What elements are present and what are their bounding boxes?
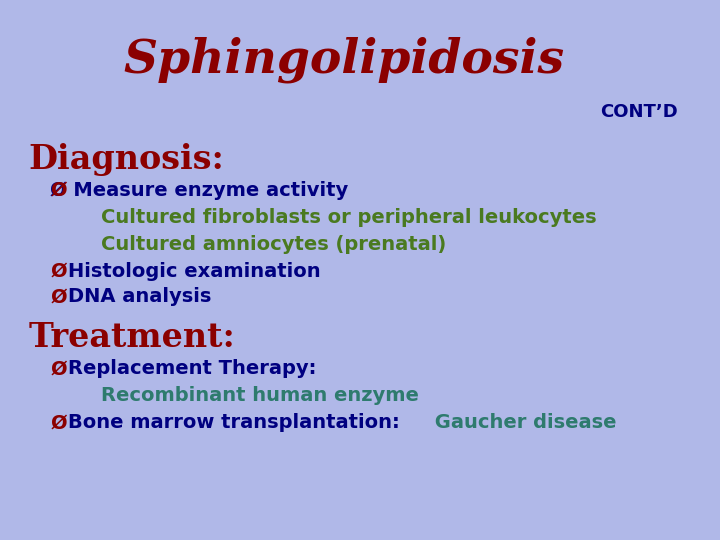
Text: Gaucher disease: Gaucher disease bbox=[428, 413, 617, 432]
Text: Bone marrow transplantation:: Bone marrow transplantation: bbox=[68, 413, 400, 432]
Text: Cultured fibroblasts or peripheral leukocytes: Cultured fibroblasts or peripheral leuko… bbox=[101, 208, 596, 227]
Text: Cultured amniocytes (prenatal): Cultured amniocytes (prenatal) bbox=[101, 235, 446, 254]
Text: Sphingolipidosis: Sphingolipidosis bbox=[123, 36, 564, 83]
Text: Recombinant human enzyme: Recombinant human enzyme bbox=[101, 386, 418, 405]
Text: Ø: Ø bbox=[50, 181, 67, 200]
Text: Treatment:: Treatment: bbox=[29, 321, 235, 354]
Text: Ø Measure enzyme activity: Ø Measure enzyme activity bbox=[50, 181, 348, 200]
Text: CONT’D: CONT’D bbox=[600, 103, 678, 120]
Text: Histologic examination: Histologic examination bbox=[68, 262, 321, 281]
Text: Diagnosis:: Diagnosis: bbox=[29, 143, 225, 176]
Text: DNA analysis: DNA analysis bbox=[68, 287, 212, 306]
Text: Ø: Ø bbox=[50, 287, 67, 306]
Text: Ø: Ø bbox=[50, 359, 67, 378]
Text: Ø: Ø bbox=[50, 413, 67, 432]
Text: Replacement Therapy:: Replacement Therapy: bbox=[68, 359, 317, 378]
Text: Ø: Ø bbox=[50, 262, 67, 281]
